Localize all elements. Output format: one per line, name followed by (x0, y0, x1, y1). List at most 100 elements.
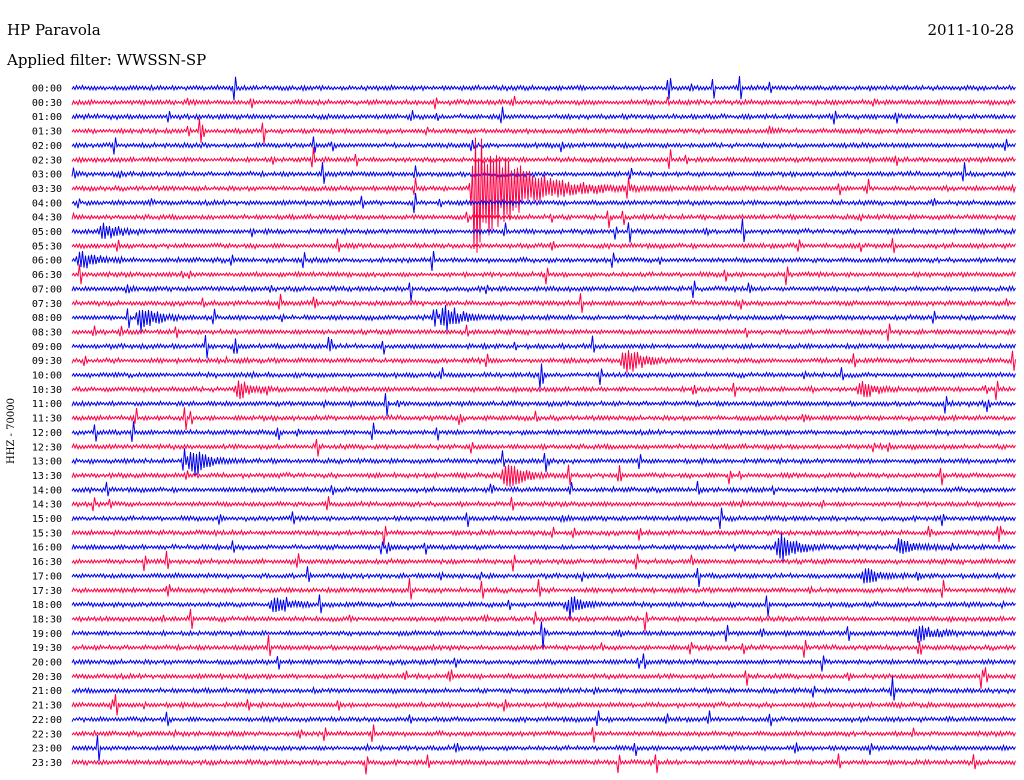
row-label: 10:30 (32, 385, 62, 396)
trace-line (71, 106, 1016, 125)
row-label: 23:30 (32, 758, 62, 769)
row-label: 11:30 (32, 414, 62, 425)
row-label: 04:00 (32, 198, 62, 209)
trace-line (71, 724, 1016, 743)
station-name: HP Paravola (7, 21, 101, 39)
trace-line (71, 76, 1016, 101)
trace-line (71, 694, 1016, 716)
row-label: 00:00 (32, 84, 62, 95)
row-label: 20:00 (32, 658, 62, 669)
trace-line (71, 594, 1016, 620)
row-label: 23:00 (32, 744, 62, 755)
trace-line (71, 550, 1016, 572)
trace-line (71, 438, 1016, 457)
trace-line (71, 566, 1016, 588)
trace-line (71, 753, 1016, 775)
row-label: 04:30 (32, 213, 62, 224)
row-label: 14:30 (32, 500, 62, 511)
row-label: 00:30 (32, 98, 62, 109)
trace-line (71, 667, 1016, 689)
trace-line (71, 218, 1016, 243)
trace-line (71, 735, 1016, 762)
row-label: 07:30 (32, 299, 62, 310)
trace-line (71, 147, 1016, 169)
trace-line (71, 293, 1016, 313)
trace-line (71, 507, 1016, 530)
trace-line (71, 578, 1016, 600)
trace-line (71, 608, 1016, 632)
row-label: 02:00 (32, 141, 62, 152)
trace-line (71, 448, 1016, 476)
row-label: 13:00 (32, 457, 62, 468)
date-label: 2011-10-28 (927, 21, 1014, 39)
trace-line (71, 363, 1016, 389)
row-label: 20:30 (32, 672, 62, 683)
row-label: 06:00 (32, 256, 62, 267)
row-label: 22:30 (32, 729, 62, 740)
filter-label: Applied filter: WWSSN-SP (7, 51, 207, 69)
trace-line (71, 250, 1016, 271)
row-label: 21:30 (32, 701, 62, 712)
row-label: 21:00 (32, 686, 62, 697)
row-label: 19:30 (32, 643, 62, 654)
row-label: 16:30 (32, 557, 62, 568)
trace-line (71, 710, 1016, 727)
row-label: 14:00 (32, 485, 62, 496)
row-label: 01:00 (32, 112, 62, 123)
trace-line (71, 192, 1016, 214)
trace-line (71, 496, 1016, 512)
row-label: 03:30 (32, 184, 62, 195)
trace-line (71, 653, 1016, 672)
trace-line (71, 676, 1016, 701)
row-label: 05:00 (32, 227, 62, 238)
row-label: 09:30 (32, 356, 62, 367)
trace-line (71, 621, 1016, 650)
trace-line (71, 525, 1016, 546)
row-label: 08:00 (32, 313, 62, 324)
row-label: 03:00 (32, 170, 62, 181)
trace-line (71, 162, 1016, 184)
trace-line (71, 280, 1016, 302)
trace-line (71, 380, 1016, 401)
trace-line (71, 481, 1016, 497)
row-label: 10:00 (32, 371, 62, 382)
trace-line (71, 407, 1016, 431)
trace-line (71, 264, 1016, 286)
trace-line (71, 136, 1016, 155)
trace-line (71, 95, 1016, 110)
trace-group (71, 76, 1016, 775)
trace-line (71, 210, 1016, 229)
row-label: 22:00 (32, 715, 62, 726)
trace-line (71, 350, 1016, 373)
row-label: 02:30 (32, 155, 62, 166)
row-label: 16:00 (32, 543, 62, 554)
row-label: 06:30 (32, 270, 62, 281)
row-label: 11:00 (32, 399, 62, 410)
trace-line (71, 237, 1016, 254)
row-label: 05:30 (32, 241, 62, 252)
row-label: 17:00 (32, 571, 62, 582)
row-label: 15:30 (32, 528, 62, 539)
trace-line (71, 118, 1016, 144)
row-label: 19:00 (32, 629, 62, 640)
row-label: 18:00 (32, 600, 62, 611)
row-label: 09:00 (32, 342, 62, 353)
row-label: 01:30 (32, 127, 62, 138)
trace-line (71, 137, 1016, 253)
trace-line (71, 533, 1016, 562)
row-label: 07:00 (32, 284, 62, 295)
row-label: 13:30 (32, 471, 62, 482)
trace-line (71, 334, 1016, 359)
trace-line (71, 323, 1016, 342)
row-label: 18:30 (32, 614, 62, 625)
trace-line (71, 421, 1016, 442)
trace-line (71, 305, 1016, 332)
row-label: 17:30 (32, 586, 62, 597)
tick-labels: 00:00 00:30 01:00 01:30 02:00 02:30 03:00 03:30… (32, 84, 62, 769)
row-label: 08:30 (32, 327, 62, 338)
row-label: 12:00 (32, 428, 62, 439)
trace-line (71, 634, 1016, 658)
row-label: 15:00 (32, 514, 62, 525)
trace-line (71, 464, 1016, 487)
